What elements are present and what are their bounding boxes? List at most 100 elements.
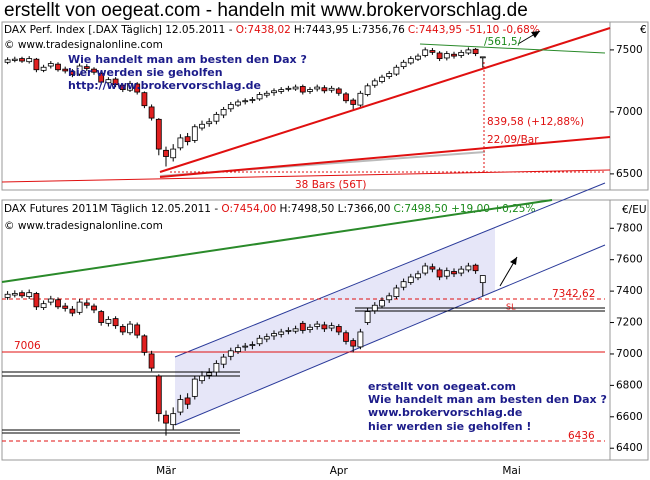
candle-body	[235, 347, 241, 353]
candle-body	[393, 66, 400, 75]
candle-body	[386, 73, 393, 77]
candle-body	[451, 53, 457, 57]
candle-body	[458, 51, 465, 56]
candle-body	[47, 298, 54, 303]
y-tick-label: 6600	[616, 411, 643, 423]
candle-body	[127, 82, 133, 91]
ad-text: http://www.brokervorschlag.de	[68, 79, 261, 92]
candle-body	[112, 318, 119, 327]
candle-body	[278, 331, 285, 335]
candle-body	[335, 88, 342, 94]
candle-body	[436, 52, 443, 59]
candle-body	[371, 80, 378, 86]
candle-body	[249, 99, 256, 101]
candle-body	[112, 78, 119, 86]
candle-body	[386, 295, 393, 301]
trend-line	[1, 169, 611, 183]
y-axis-label: €/EU	[622, 204, 647, 216]
candle-body	[62, 305, 69, 309]
channel-line	[174, 182, 606, 358]
level-label: 7006	[14, 340, 41, 352]
candle-body	[479, 56, 486, 59]
candle-body	[285, 87, 292, 90]
candle-body	[379, 76, 385, 82]
candle-body	[429, 50, 436, 53]
candle-body	[33, 293, 40, 308]
candle-body	[292, 328, 299, 332]
arrow-head	[510, 257, 517, 265]
y-tick-label: 7000	[616, 106, 643, 118]
candle-body	[472, 264, 479, 272]
candle-body	[177, 137, 184, 149]
candle-body	[436, 269, 443, 278]
candle-body	[256, 94, 263, 100]
candle-body	[350, 99, 357, 105]
bars-label: 38 Bars (56T)	[295, 179, 366, 191]
candle-body	[407, 58, 414, 64]
candle-body	[199, 375, 205, 382]
candle-body	[242, 100, 249, 103]
y-tick-label: 7000	[616, 348, 643, 360]
candle-body	[134, 83, 141, 93]
candle-body	[299, 322, 306, 331]
bottom-header: DAX Futures 2011M Täglich 12.05.2011 - O:…	[4, 203, 535, 215]
candle-body	[307, 89, 313, 92]
candle-body	[364, 85, 371, 95]
candle-body	[278, 89, 285, 92]
candle-body	[155, 375, 162, 415]
candle-body	[11, 293, 18, 296]
y-tick-label: 7400	[616, 285, 643, 297]
candle-body	[465, 49, 472, 54]
candle-body	[407, 276, 414, 283]
candle-body	[191, 126, 198, 141]
header-name: DAX Futures 2011M Täglich 12.05.2011 -	[4, 203, 218, 215]
candle-body	[148, 353, 155, 369]
candle-body	[91, 305, 97, 311]
y-tick-label: 6400	[616, 442, 643, 454]
header-close: C:7498,50 +19,00 +0,25%	[393, 203, 535, 215]
candle-body	[343, 332, 349, 342]
y-tick-label: 6800	[616, 379, 643, 391]
candle-body	[242, 345, 249, 348]
top-header: DAX Perf. Index [.DAX Täglich] 12.05.201…	[4, 24, 540, 36]
candle-body	[19, 292, 25, 297]
candle-body	[357, 331, 364, 348]
candle-body	[177, 399, 184, 413]
candle-body	[155, 118, 162, 150]
candle-body	[213, 362, 220, 373]
ad-text: Wie handelt man am besten den Dax ?	[368, 393, 607, 406]
candle-body	[422, 265, 429, 274]
candle-body	[19, 58, 25, 62]
source: © www.tradesignalonline.com	[4, 39, 163, 51]
bottom-drawings	[1, 182, 606, 442]
candle-body	[163, 414, 169, 424]
candle-body	[227, 350, 234, 357]
candle-body	[184, 136, 191, 143]
header-high-low: H:7443,95 L:7356,76	[294, 24, 405, 36]
candle-body	[443, 270, 450, 277]
y-tick-label: 7800	[616, 222, 643, 234]
candle-body	[350, 340, 357, 347]
candle-body	[141, 92, 148, 107]
ad-text: Wie handelt man am besten den Dax ?	[68, 53, 307, 66]
x-tick-label: Mai	[502, 465, 520, 477]
y-tick-label: 6500	[616, 168, 643, 180]
candle-body	[379, 300, 385, 307]
candle-body	[98, 73, 105, 83]
candle-body	[184, 397, 191, 405]
candle-body	[206, 372, 213, 376]
trend-line	[159, 27, 611, 173]
candle-body	[26, 58, 33, 63]
candle-body	[415, 55, 421, 60]
candle-body	[400, 61, 407, 68]
candle-body	[343, 93, 349, 102]
candle-body	[141, 335, 148, 353]
candle-body	[321, 324, 328, 330]
header-name: DAX Perf. Index [.DAX Täglich] 12.05.201…	[4, 24, 233, 36]
page-title: erstellt von oegeat.com - handeln mit ww…	[4, 0, 528, 21]
x-tick-label: Mär	[156, 465, 176, 477]
candle-body	[91, 68, 97, 73]
candle-body	[170, 148, 177, 159]
level-label: /561,5/	[484, 36, 522, 48]
candle-body	[429, 266, 436, 270]
